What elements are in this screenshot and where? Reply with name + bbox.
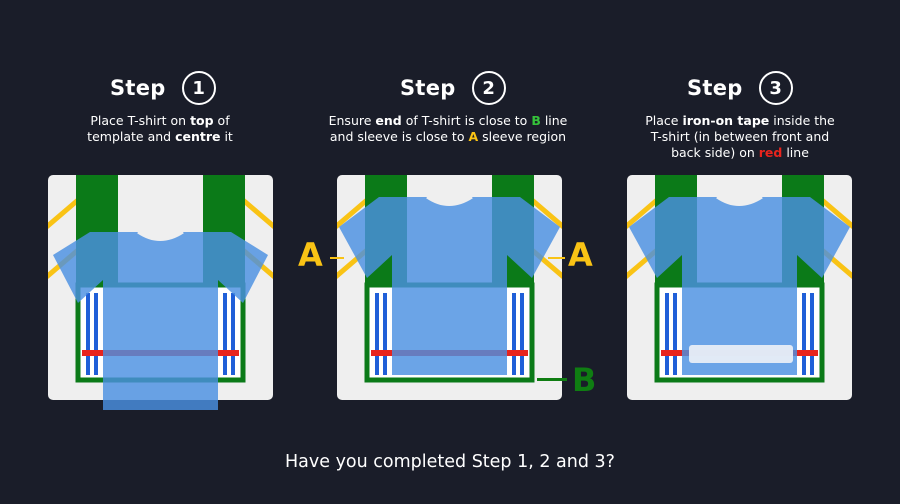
marker-b-connector xyxy=(537,378,567,381)
instruction-text-segment: end xyxy=(375,113,402,128)
marker-a-right-connector xyxy=(548,257,565,259)
sleeve-guide-line xyxy=(337,198,369,232)
sleeve-guide-line xyxy=(241,198,273,232)
tshirt-shape xyxy=(339,197,560,375)
blue-stripe xyxy=(520,293,524,375)
step-3-number-badge: 3 xyxy=(758,71,793,105)
instruction-text-segment: template and xyxy=(87,129,176,144)
step-3-illustration xyxy=(627,175,852,400)
step-1-label: Step xyxy=(110,76,166,100)
iron-on-tape xyxy=(689,345,793,363)
blue-stripe xyxy=(86,293,90,375)
marker-a-left-connector xyxy=(330,257,344,259)
instruction-text-segment: top xyxy=(190,113,214,128)
tshirt-overlay xyxy=(629,197,850,375)
blue-stripe xyxy=(512,293,516,375)
instruction-text-segment: and sleeve is close to xyxy=(329,129,469,144)
step-3-header: Step 3 xyxy=(687,70,793,106)
sleeve-guide-line xyxy=(627,198,659,232)
sleeve-guide-line xyxy=(48,198,80,232)
step-2-label: Step xyxy=(400,76,456,100)
instruction-text-segment: sleeve region xyxy=(478,129,567,144)
tshirt-shape xyxy=(629,197,850,375)
step-1-header: Step 1 xyxy=(110,70,216,106)
step-3-label: Step xyxy=(687,76,743,100)
blue-stripe xyxy=(673,293,677,375)
blue-stripe xyxy=(231,293,235,375)
step-2-illustration xyxy=(337,175,562,400)
instruction-text-segment: A xyxy=(468,129,479,144)
instruction-text-segment: Ensure xyxy=(328,113,376,128)
blue-stripe xyxy=(665,293,669,375)
instruction-text-segment: it xyxy=(220,129,233,144)
instruction-text-segment: T-shirt (in between front and xyxy=(650,129,830,144)
blue-stripe xyxy=(810,293,814,375)
instruction-text-segment: back side) on xyxy=(671,145,759,160)
instruction-text-segment: of T-shirt is close to xyxy=(401,113,532,128)
step-2-header: Step 2 xyxy=(400,70,506,106)
instruction-text-segment: line xyxy=(540,113,568,128)
instruction-text-segment: Place T-shirt on xyxy=(90,113,191,128)
instruction-text-segment: of xyxy=(213,113,230,128)
step-1-instruction: Place T-shirt on top of template and cent… xyxy=(10,113,310,145)
sleeve-guide-line xyxy=(820,198,852,232)
blue-stripe xyxy=(94,293,98,375)
instruction-text-segment: B xyxy=(531,113,541,128)
instruction-text-segment: red xyxy=(758,145,783,160)
step-1-number-badge: 1 xyxy=(181,71,216,105)
blue-stripe xyxy=(223,293,227,375)
blue-stripe xyxy=(375,293,379,375)
instruction-text-segment: line xyxy=(782,145,809,160)
instruction-text-segment: iron-on tape xyxy=(682,113,770,128)
completion-question: Have you completed Step 1, 2 and 3? xyxy=(285,452,615,472)
tshirt-overlay xyxy=(339,197,560,375)
sleeve-guide-line xyxy=(530,198,562,232)
step-2-instruction: Ensure end of T-shirt is close to B line… xyxy=(298,113,598,145)
tshirt-collar xyxy=(426,195,473,206)
blue-stripe xyxy=(383,293,387,375)
tshirt-overlay xyxy=(53,232,268,410)
blue-stripe xyxy=(802,293,806,375)
marker-a-left: A xyxy=(298,236,323,274)
tshirt-collar xyxy=(716,195,763,206)
tshirt-collar xyxy=(137,230,184,241)
marker-b: B xyxy=(572,361,597,399)
step-3-instruction: Place iron-on tape inside the T-shirt (in… xyxy=(590,113,890,161)
instruction-text-segment: Place xyxy=(645,113,683,128)
tshirt-shape xyxy=(53,232,268,410)
step-1-illustration xyxy=(48,175,273,410)
marker-a-right: A xyxy=(568,236,593,274)
step-2-number-badge: 2 xyxy=(471,71,506,105)
instruction-text-segment: inside the xyxy=(769,113,835,128)
instruction-text-segment: centre xyxy=(175,129,221,144)
